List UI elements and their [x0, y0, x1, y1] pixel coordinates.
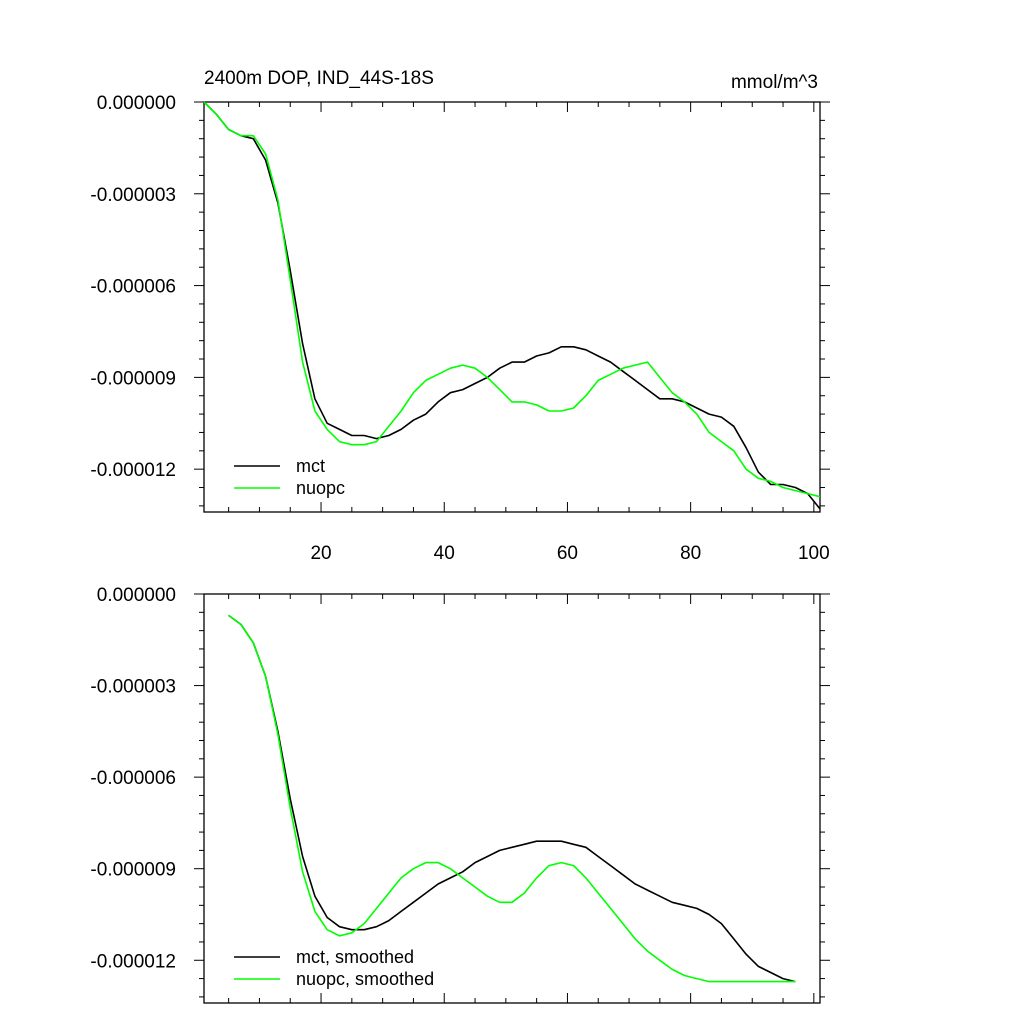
y-tick-label: -0.000003	[90, 677, 176, 698]
y-tick-label: -0.000006	[90, 277, 176, 298]
bottom-panel: 0.000000 -0.000003 -0.000006 -0.000009 -0.00…	[90, 585, 830, 1004]
plot-frame	[203, 593, 821, 1004]
series-line-mct	[203, 101, 821, 510]
y-tick-label: 0.000000	[97, 93, 176, 114]
series-line-nuopc	[228, 614, 796, 983]
chart-title: 2400m DOP, IND_44S-18S	[204, 68, 434, 89]
y-tick-label: 0.000000	[97, 585, 176, 606]
y-tick-label: -0.000009	[90, 860, 176, 881]
x-tick-label: 40	[434, 543, 455, 564]
series-line-mct	[228, 614, 796, 983]
x-tick-label: 20	[310, 543, 331, 564]
x-tick-label: 80	[680, 543, 701, 564]
series-line-nuopc	[203, 101, 821, 498]
x-tick-label: 60	[557, 543, 578, 564]
x-tick-label: 100	[798, 543, 830, 564]
legend-label: mct, smoothed	[296, 947, 414, 967]
units-label: mmol/m^3	[731, 72, 818, 93]
legend-label: nuopc, smoothed	[296, 969, 434, 989]
y-tick-label: -0.000012	[90, 951, 176, 972]
legend-label: nuopc	[296, 478, 345, 498]
y-tick-label: -0.000012	[90, 460, 176, 481]
top-panel: 0.000000 -0.000003 -0.000006 -0.000009 -0.00…	[90, 68, 830, 564]
y-tick-label: -0.000009	[90, 368, 176, 389]
legend-label: mct	[296, 456, 325, 476]
y-tick-label: -0.000006	[90, 768, 176, 789]
plot-frame	[203, 101, 821, 513]
y-tick-label: -0.000003	[90, 185, 176, 206]
